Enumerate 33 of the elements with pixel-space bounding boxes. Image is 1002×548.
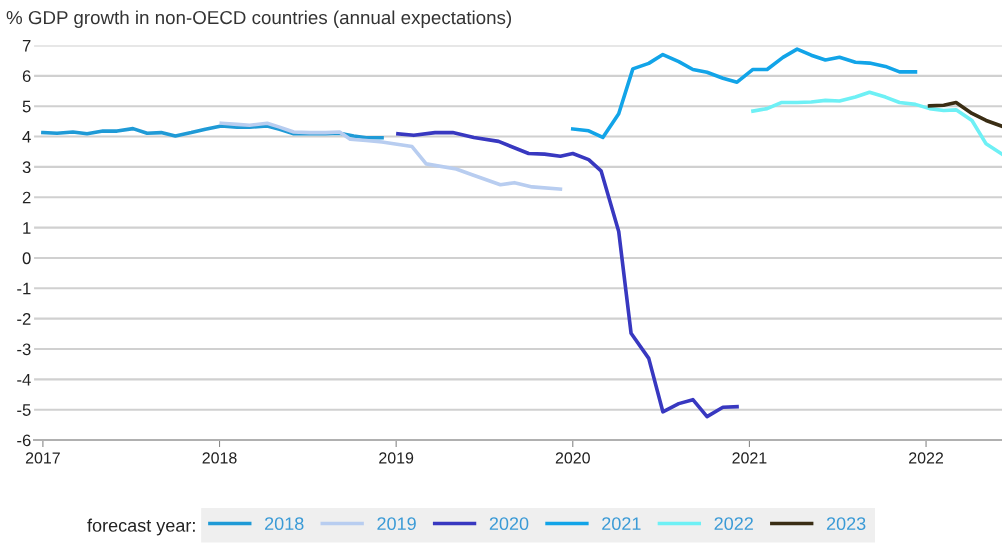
y-tick-label: 3 bbox=[22, 161, 31, 174]
y-tick-label: 5 bbox=[22, 100, 31, 113]
x-tick-label: 2017 bbox=[25, 452, 60, 464]
y-tick-label: 6 bbox=[22, 70, 31, 83]
line-series bbox=[751, 90, 1002, 156]
y-tick-label: -6 bbox=[17, 434, 31, 447]
legend-title: forecast year: bbox=[87, 518, 195, 536]
legend-label: 2018 bbox=[265, 517, 304, 531]
x-tick-label: 2020 bbox=[555, 452, 590, 464]
legend-label: 2023 bbox=[826, 517, 866, 531]
legend-label: 2021 bbox=[602, 517, 641, 531]
y-tick-label: -5 bbox=[17, 404, 31, 416]
legend-label: 2020 bbox=[489, 517, 529, 531]
line-series bbox=[927, 100, 1002, 129]
x-tick-label: 2018 bbox=[202, 452, 237, 464]
x-tick-label: 2021 bbox=[732, 452, 767, 464]
y-tick-label: -2 bbox=[17, 313, 31, 325]
y-tick-label: -3 bbox=[17, 343, 31, 356]
x-tick-label: 2019 bbox=[379, 452, 414, 464]
chart-title: % GDP growth in non-OECD countries (annual expectations) bbox=[6, 10, 512, 28]
y-tick-label: -1 bbox=[17, 282, 31, 295]
y-tick-label: 2 bbox=[22, 191, 31, 204]
y-tick-label: 4 bbox=[22, 131, 31, 143]
line-series bbox=[396, 130, 739, 419]
legend-label: 2019 bbox=[377, 517, 416, 531]
x-tick-label: 2022 bbox=[909, 452, 944, 464]
y-tick-label: -4 bbox=[17, 373, 31, 386]
y-tick-label: 0 bbox=[22, 252, 31, 265]
legend-label: 2022 bbox=[714, 517, 753, 531]
line-series bbox=[219, 121, 563, 191]
y-tick-label: 7 bbox=[22, 40, 31, 52]
line-series bbox=[570, 47, 918, 140]
y-tick-label: 1 bbox=[23, 222, 31, 234]
